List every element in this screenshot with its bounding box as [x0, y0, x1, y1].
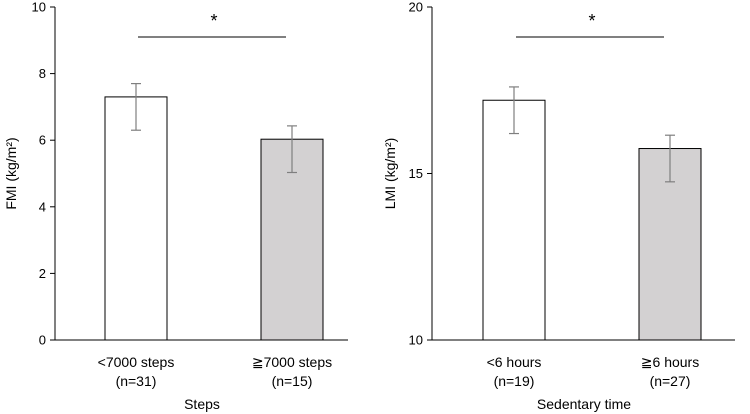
y-tick-label: 0 [39, 333, 46, 348]
category-count-label: (n=31) [116, 373, 157, 389]
x-axis-title: Steps [184, 396, 220, 412]
category-count-label: (n=15) [272, 373, 313, 389]
category-label: ≧7000 steps [252, 354, 332, 370]
y-tick-label: 15 [409, 166, 423, 181]
lmi-sedentary-chart: 10 15 20 <6 hours (n=19) ≧6 hours (n=27) * Seden… [382, 0, 735, 412]
y-axis-title: LMI (kg/m²) [382, 138, 398, 210]
y-tick-label: 10 [409, 333, 423, 348]
category-label: ≧6 hours [641, 354, 699, 370]
category-count-label: (n=19) [494, 373, 535, 389]
bar [104, 96, 168, 341]
y-tick-label: 8 [39, 66, 46, 81]
fmi-steps-chart: 0 2 4 6 8 10 <7000 steps (n=31) ≧7000 steps (n=15… [3, 0, 348, 412]
y-tick-label: 2 [39, 266, 46, 281]
y-axis-title: FMI (kg/m²) [3, 137, 19, 209]
category-label: <7000 steps [98, 354, 175, 370]
y-tick-label: 10 [32, 0, 46, 15]
significance-marker: * [588, 11, 595, 31]
bar [482, 99, 546, 341]
y-tick-label: 4 [39, 199, 46, 214]
category-count-label: (n=27) [650, 373, 691, 389]
category-label: <6 hours [487, 354, 542, 370]
x-axis-title: Sedentary time [537, 396, 631, 412]
y-tick-label: 6 [39, 133, 46, 148]
y-tick-label: 20 [409, 0, 423, 15]
significance-marker: * [210, 11, 217, 31]
